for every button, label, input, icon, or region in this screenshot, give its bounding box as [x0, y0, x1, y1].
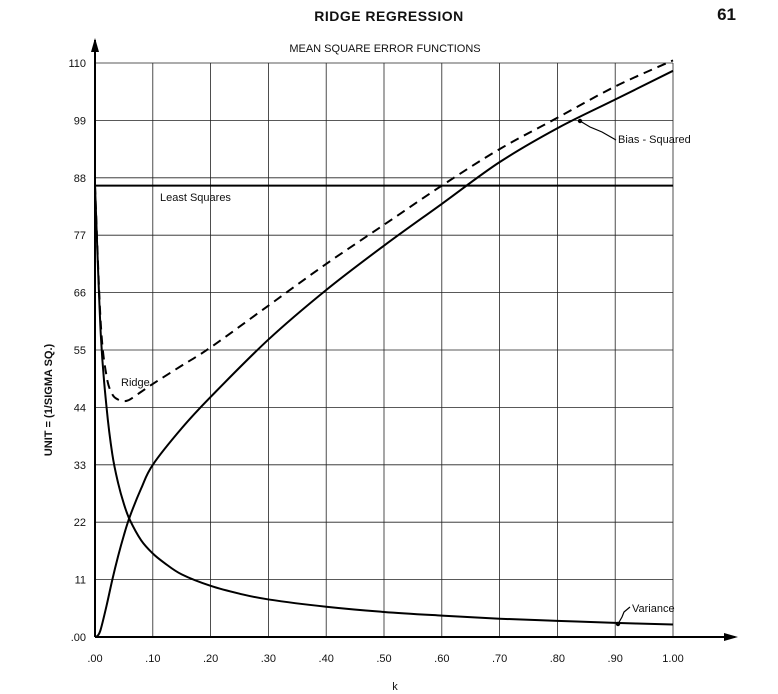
x-tick-label: .10: [145, 653, 160, 665]
series-variance: [94, 185, 674, 626]
x-axis-arrow: [724, 633, 738, 641]
x-tick-label: .60: [434, 653, 449, 665]
y-tick-label: 33: [74, 460, 86, 472]
x-tick-label: .70: [492, 653, 507, 665]
x-tick-label: .20: [203, 653, 218, 665]
y-tick-label: 22: [74, 517, 86, 529]
y-tick-label: 77: [74, 230, 86, 242]
y-tick-label: 44: [74, 402, 86, 414]
chart-title: MEAN SQUARE ERROR FUNCTIONS: [289, 43, 480, 55]
y-tick-label: 11: [75, 575, 86, 587]
x-tick-label: .40: [319, 653, 334, 665]
y-tick-label: 99: [74, 115, 86, 127]
series-bias-squared: [94, 69, 674, 638]
grid: [94, 62, 674, 638]
series-ridge: [94, 59, 674, 403]
y-axis-arrow: [91, 38, 99, 52]
annotation-leader: [579, 120, 617, 141]
x-tick-label: 1.00: [662, 653, 683, 665]
axes: .00 .10 .20 .30 .40 .50 .60 .70 .80 .90 1.00 .00 11 2…: [68, 38, 738, 665]
y-tick-label: 88: [74, 173, 86, 185]
series-layer: [94, 59, 674, 638]
annotation-pointer: [577, 118, 583, 124]
page-number: 61: [717, 5, 736, 24]
x-axis-label: k: [392, 681, 398, 693]
x-tick-label: .00: [87, 653, 102, 665]
annotation-ridge: Ridge: [121, 377, 150, 389]
y-tick-label: .00: [71, 632, 86, 644]
x-tick-label: .90: [608, 653, 623, 665]
annotation-leader: [617, 606, 631, 625]
annotation-bias-squared: Bias - Squared: [618, 134, 691, 146]
y-axis-label: UNIT = (1/SIGMA SQ.): [43, 343, 55, 456]
annotation-variance: Variance: [632, 603, 675, 615]
annotations: Least Squares Ridge Bias - Squared Variance: [121, 118, 691, 627]
y-tick-label: 66: [74, 288, 86, 300]
y-tick-label: 55: [74, 345, 86, 357]
annotation-pointer: [615, 621, 621, 627]
x-tick-label: .50: [376, 653, 391, 665]
y-tick-label: 110: [68, 58, 86, 70]
x-tick-label: .80: [550, 653, 565, 665]
x-tick-label: .30: [261, 653, 276, 665]
annotation-least-squares: Least Squares: [160, 192, 231, 204]
page-header-title: RIDGE REGRESSION: [314, 8, 464, 24]
